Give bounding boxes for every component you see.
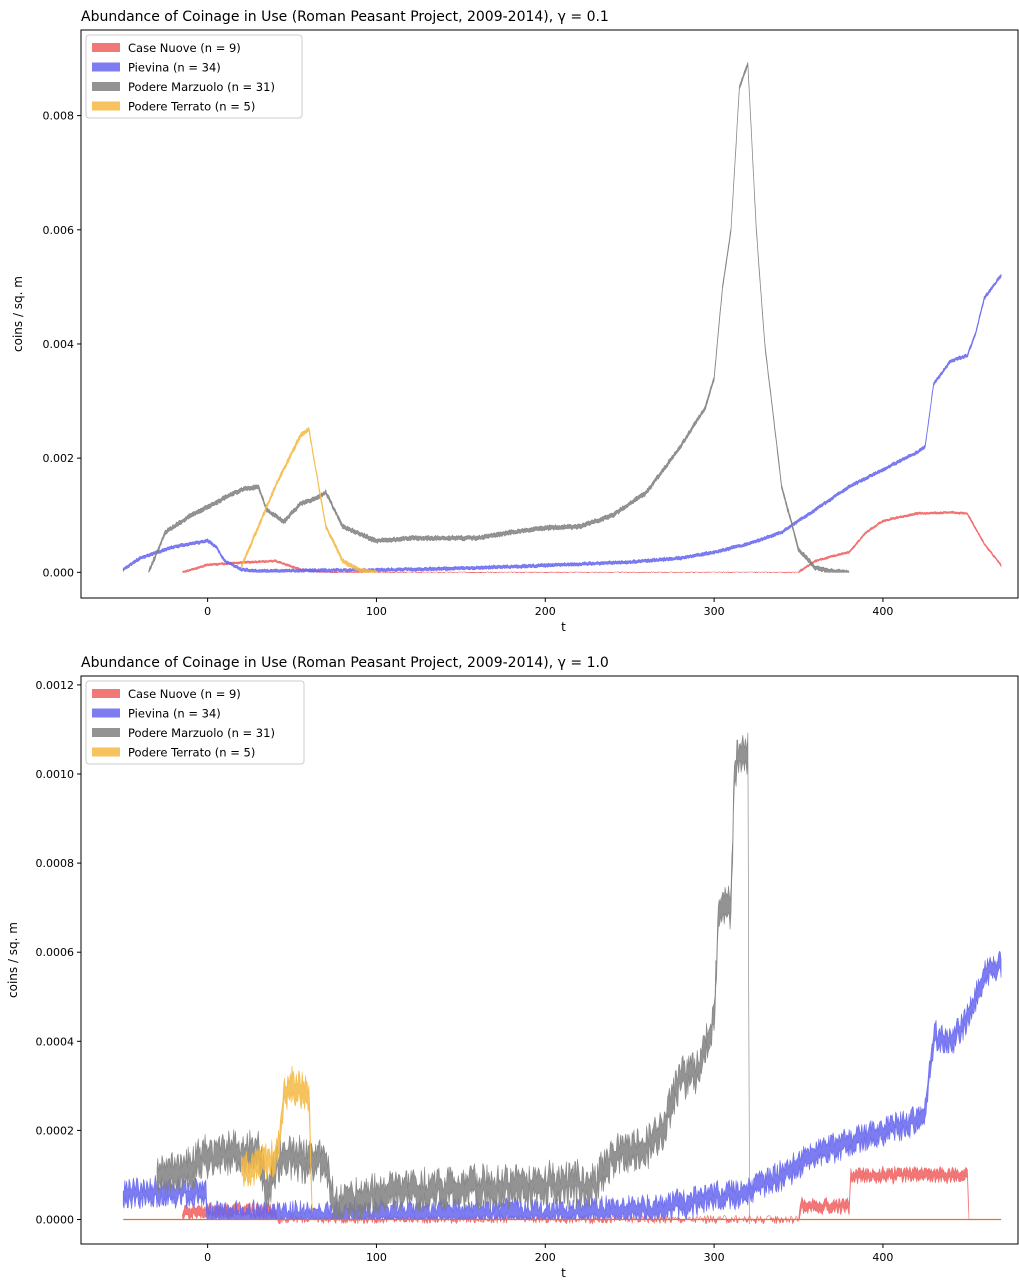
x-tick-label: 300	[704, 605, 725, 618]
x-tick-label: 200	[535, 605, 556, 618]
legend-swatch	[92, 689, 120, 698]
x-axis-label: t	[561, 1266, 566, 1280]
x-tick-label: 0	[204, 1251, 211, 1264]
legend-label: Podere Terrato (n = 5)	[128, 746, 255, 760]
legend-swatch	[92, 708, 120, 718]
chart-panel-2: Abundance of Coinage in Use (Roman Peasa…	[6, 655, 1019, 1280]
series-band-3	[148, 62, 850, 573]
legend-swatch	[92, 101, 120, 111]
y-tick-label: 0.0004	[36, 1035, 75, 1048]
legend-swatch	[92, 43, 120, 52]
axes-frame	[80, 675, 1019, 1245]
legend-swatch	[92, 728, 120, 737]
legend-box	[85, 680, 305, 765]
chart-title: Abundance of Coinage in Use (Roman Peasa…	[81, 655, 609, 671]
plot-area	[122, 62, 1002, 574]
series-band-1	[181, 510, 1002, 574]
y-tick-label: 0.0008	[36, 857, 75, 870]
y-tick-label: 0.0000	[36, 1213, 75, 1226]
legend-label: Podere Marzuolo (n = 31)	[128, 80, 275, 94]
x-tick-label: 300	[704, 1251, 725, 1264]
axes-frame	[80, 29, 1019, 599]
legend-label: Pievina (n = 34)	[128, 707, 221, 721]
x-tick-label: 200	[535, 1251, 556, 1264]
plot-area	[122, 732, 1002, 1225]
legend: Case Nuove (n = 9) Pievina (n = 34) Podere…	[85, 680, 305, 765]
x-tick-label: 100	[366, 1251, 387, 1264]
y-tick-label: 0.0002	[36, 1124, 75, 1137]
y-tick-label: 0.0006	[36, 946, 75, 959]
legend-label: Case Nuove (n = 9)	[128, 41, 241, 55]
y-tick-label: 0.000	[43, 566, 75, 579]
x-axis-label: t	[561, 620, 566, 634]
chart-panel-1: Abundance of Coinage in Use (Roman Peasa…	[11, 9, 1019, 634]
legend-swatch	[92, 62, 120, 72]
y-tick-label: 0.0012	[36, 679, 75, 692]
y-axis-label: coins / sq. m	[6, 922, 20, 998]
chart-title: Abundance of Coinage in Use (Roman Peasa…	[81, 9, 609, 25]
legend-label: Case Nuove (n = 9)	[128, 687, 241, 701]
series-band-3	[156, 732, 750, 1225]
legend: Case Nuove (n = 9) Pievina (n = 34) Podere…	[85, 34, 303, 119]
x-tick-label: 400	[872, 605, 893, 618]
legend-swatch	[92, 82, 120, 91]
y-tick-label: 0.0010	[36, 768, 75, 781]
legend-box	[85, 34, 303, 119]
legend-label: Pievina (n = 34)	[128, 61, 221, 75]
y-tick-label: 0.002	[43, 452, 75, 465]
y-tick-label: 0.008	[43, 110, 75, 123]
legend-label: Podere Terrato (n = 5)	[128, 100, 255, 114]
x-tick-label: 100	[366, 605, 387, 618]
legend-label: Podere Marzuolo (n = 31)	[128, 726, 275, 740]
series-band-4	[241, 426, 377, 574]
legend-swatch	[92, 747, 120, 757]
y-tick-label: 0.004	[43, 338, 75, 351]
series-band-2	[122, 274, 1002, 573]
x-tick-label: 0	[204, 605, 211, 618]
y-tick-label: 0.006	[43, 224, 75, 237]
y-axis-label: coins / sq. m	[11, 276, 25, 352]
series-band-4	[241, 1065, 313, 1212]
x-tick-label: 400	[872, 1251, 893, 1264]
